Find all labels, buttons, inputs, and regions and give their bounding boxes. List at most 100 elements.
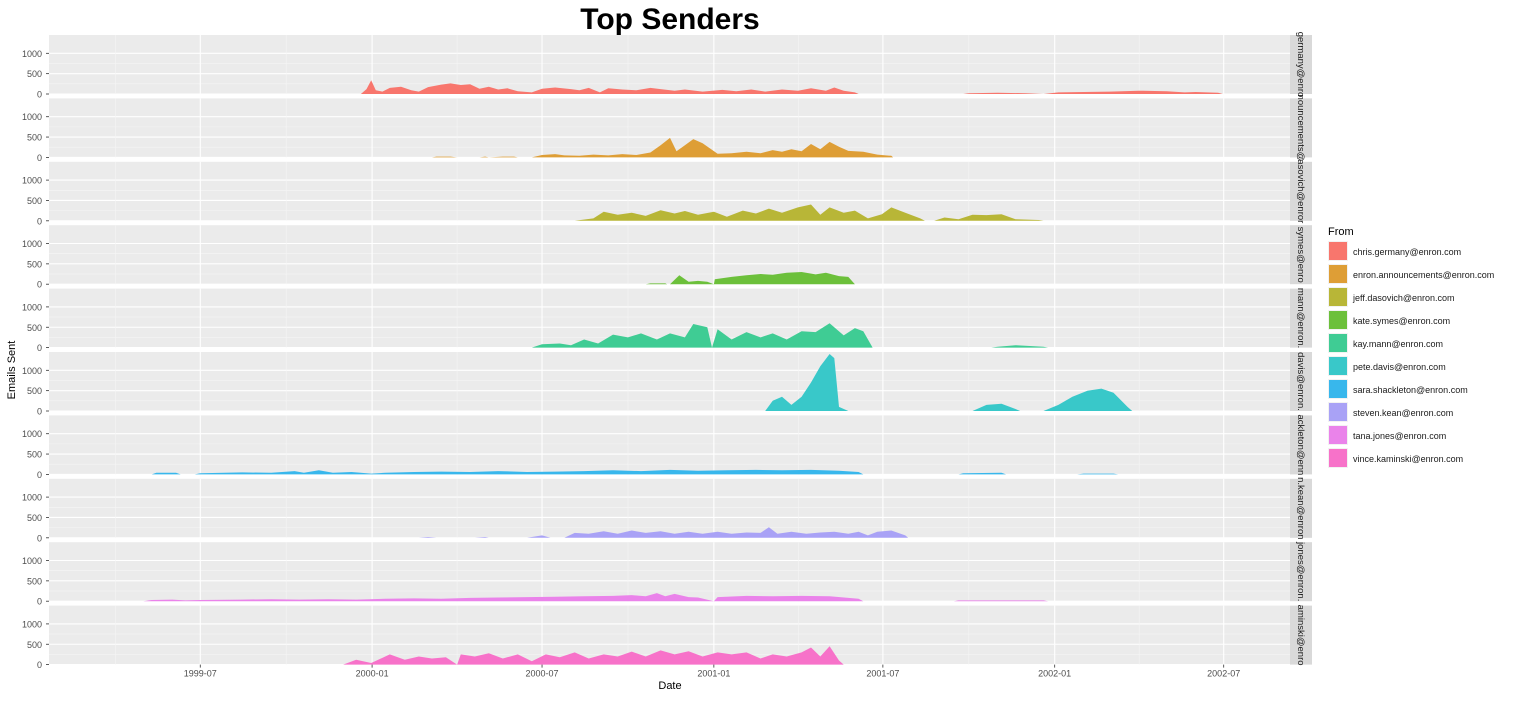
facet-strip-label: nouncements@ xyxy=(1295,95,1306,162)
y-tick-label: 0 xyxy=(37,470,42,480)
area-steven-kean xyxy=(418,527,909,538)
y-tick-label: 0 xyxy=(37,216,42,226)
facet-panel-steven-kean: 0 500 1000 n.kean@enron xyxy=(22,477,1312,543)
facet-panels: 0 500 1000 germany@enro 0 500 1000 nouncements@… xyxy=(22,32,1312,670)
legend-label: kate.symes@enron.com xyxy=(1353,316,1450,326)
facet-strip xyxy=(1290,352,1312,411)
legend-label: kay.mann@enron.com xyxy=(1353,339,1443,349)
y-tick-label: 1000 xyxy=(22,176,42,186)
legend-label: sara.shackleton@enron.com xyxy=(1353,385,1468,395)
legend-label: enron.announcements@enron.com xyxy=(1353,270,1494,280)
area-enron-announcements xyxy=(431,137,894,158)
legend-key xyxy=(1329,426,1347,444)
facet-strip xyxy=(1290,225,1312,285)
legend-item-chris-germany: chris.germany@enron.com xyxy=(1328,241,1461,261)
legend-item-pete-davis: pete.davis@enron.com xyxy=(1328,356,1446,376)
y-tick-label: 500 xyxy=(27,386,42,396)
facet-strip-label: n.kean@enron xyxy=(1295,477,1306,539)
facet-strip-label: germany@enro xyxy=(1295,32,1306,98)
legend-item-vince-kaminski: vince.kaminski@enron.com xyxy=(1328,448,1463,468)
facet-panel-jeff-dasovich: 0 500 1000 asovich@enror xyxy=(22,159,1312,226)
y-tick-label: 1000 xyxy=(22,49,42,59)
y-tick-label: 0 xyxy=(37,407,42,417)
y-tick-label: 1000 xyxy=(22,239,42,249)
facet-strip xyxy=(1290,35,1312,94)
area-jeff-dasovich xyxy=(574,204,1044,221)
y-tick-label: 0 xyxy=(37,343,42,353)
area-pete-davis xyxy=(765,354,1133,411)
x-axis: 1999-07 2000-01 2000-07 2001-01 2001-07 2002-… xyxy=(184,664,1240,679)
legend-item-jeff-dasovich: jeff.dasovich@enron.com xyxy=(1328,287,1455,307)
facet-strip-label: mann@enron. xyxy=(1295,288,1306,348)
y-tick-label: 1000 xyxy=(22,493,42,503)
y-tick-label: 500 xyxy=(27,69,42,79)
facet-panel-enron-announcements: 0 500 1000 nouncements@ xyxy=(22,95,1312,163)
y-tick-label: 500 xyxy=(27,196,42,206)
legend-key xyxy=(1329,380,1347,398)
y-tick-label: 1000 xyxy=(22,112,42,122)
y-tick-label: 0 xyxy=(37,153,42,163)
legend-title: From xyxy=(1328,226,1354,238)
y-tick-label: 500 xyxy=(27,323,42,333)
panel-background xyxy=(49,542,1290,602)
facet-strip-label: davis@enron. xyxy=(1295,352,1306,411)
y-tick-label: 1000 xyxy=(22,556,42,566)
facet-panel-vince-kaminski: 0 500 1000 aminski@enro xyxy=(22,605,1312,670)
y-axis-label: Emails Sent xyxy=(6,341,18,400)
legend-item-kate-symes: kate.symes@enron.com xyxy=(1328,310,1450,330)
x-tick-label: 2001-07 xyxy=(866,669,899,679)
legend-item-enron-announcements: enron.announcements@enron.com xyxy=(1328,264,1494,284)
facet-strip-label: aminski@enro xyxy=(1295,605,1306,666)
panel-background xyxy=(49,161,1290,221)
legend-item-sara-shackleton: sara.shackleton@enron.com xyxy=(1328,379,1468,399)
facet-strip xyxy=(1290,98,1312,158)
legend-key xyxy=(1329,311,1347,329)
y-tick-label: 500 xyxy=(27,640,42,650)
facet-panel-tana-jones: 0 500 1000 jones@enron. xyxy=(22,541,1312,607)
y-tick-label: 0 xyxy=(37,280,42,290)
legend-key xyxy=(1329,265,1347,283)
panel-background xyxy=(49,35,1290,94)
x-tick-label: 1999-07 xyxy=(184,669,217,679)
chart-title: Top Senders xyxy=(580,3,759,36)
x-tick-label: 2001-01 xyxy=(697,669,730,679)
y-tick-label: 1000 xyxy=(22,619,42,629)
facet-strip-label: asovich@enror xyxy=(1295,159,1306,223)
facet-panel-kay-mann: 0 500 1000 mann@enron. xyxy=(22,288,1312,353)
legend-label: jeff.dasovich@enron.com xyxy=(1352,293,1455,303)
facet-strip-label: symes@enro xyxy=(1295,227,1306,283)
panel-background xyxy=(49,225,1290,285)
facet-panel-kate-symes: 0 500 1000 symes@enro xyxy=(22,225,1312,290)
y-tick-label: 500 xyxy=(27,133,42,143)
facet-strip xyxy=(1290,542,1312,602)
legend-label: vince.kaminski@enron.com xyxy=(1353,454,1463,464)
legend-label: pete.davis@enron.com xyxy=(1353,362,1446,372)
facet-strip xyxy=(1290,605,1312,665)
y-tick-label: 500 xyxy=(27,450,42,460)
area-kay-mann xyxy=(531,323,1049,348)
x-tick-label: 2002-01 xyxy=(1038,669,1071,679)
legend-key xyxy=(1329,288,1347,306)
legend-key xyxy=(1329,357,1347,375)
legend-label: steven.kean@enron.com xyxy=(1353,408,1453,418)
y-tick-label: 1000 xyxy=(22,366,42,376)
area-chris-germany xyxy=(360,80,1223,94)
facet-strip xyxy=(1290,478,1312,538)
legend-item-kay-mann: kay.mann@enron.com xyxy=(1328,333,1443,353)
x-axis-label: Date xyxy=(658,680,681,692)
panel-background xyxy=(49,478,1290,538)
facet-strip xyxy=(1290,161,1312,221)
facet-strip-label: jones@enron. xyxy=(1295,541,1306,601)
legend-key xyxy=(1329,334,1347,352)
y-tick-label: 0 xyxy=(37,597,42,607)
legend-item-steven-kean: steven.kean@enron.com xyxy=(1328,402,1453,422)
legend-item-tana-jones: tana.jones@enron.com xyxy=(1328,425,1446,445)
facet-panel-sara-shackleton: 0 500 1000 ackleton@enn xyxy=(22,414,1312,480)
legend-key xyxy=(1329,449,1347,467)
x-tick-label: 2002-07 xyxy=(1207,669,1240,679)
y-tick-label: 500 xyxy=(27,513,42,523)
panel-background xyxy=(49,415,1290,475)
facet-strip xyxy=(1290,415,1312,475)
